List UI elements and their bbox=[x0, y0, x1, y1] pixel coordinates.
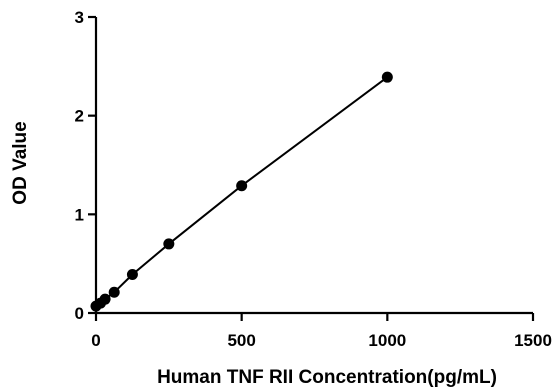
data-point bbox=[126, 269, 138, 281]
tick-group: 0 1 2 3 0 500 1000 1500 bbox=[75, 8, 552, 350]
x-tick-label: 1000 bbox=[368, 331, 406, 350]
axes bbox=[94, 17, 533, 315]
data-point bbox=[108, 286, 120, 298]
data-point bbox=[381, 71, 393, 83]
x-tick-label: 0 bbox=[91, 331, 100, 350]
y-tick-label: 1 bbox=[75, 205, 84, 224]
series-group bbox=[90, 71, 393, 312]
x-tick-label: 500 bbox=[227, 331, 255, 350]
data-point bbox=[99, 293, 111, 305]
data-point bbox=[236, 180, 248, 192]
x-tick-label: 1500 bbox=[514, 331, 552, 350]
y-tick-label: 2 bbox=[75, 107, 84, 126]
y-tick-label: 3 bbox=[75, 8, 84, 27]
x-axis-title: Human TNF RII Concentration(pg/mL) bbox=[157, 367, 497, 388]
data-point bbox=[163, 238, 175, 250]
fit-curve bbox=[95, 76, 388, 307]
y-axis-title: OD Value bbox=[10, 121, 31, 204]
y-tick-label: 0 bbox=[75, 304, 84, 323]
